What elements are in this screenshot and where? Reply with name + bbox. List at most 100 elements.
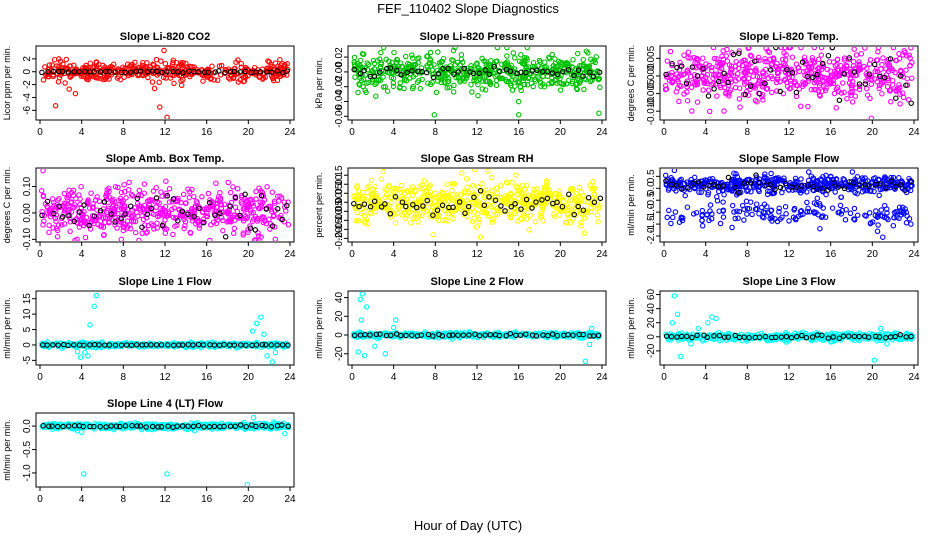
y-tick-label: 0.00 [22, 203, 33, 223]
data-point [842, 217, 849, 223]
data-point [374, 58, 381, 64]
data-point [85, 197, 91, 203]
data-point [897, 67, 904, 74]
data-point [587, 78, 594, 85]
outlier-point [52, 103, 59, 109]
hourly-mean-point [523, 331, 529, 337]
data-point [849, 169, 856, 175]
data-point [888, 65, 895, 72]
data-point [513, 172, 519, 178]
hourly-mean-point [533, 199, 539, 205]
data-point [596, 75, 603, 82]
data-point [399, 212, 405, 218]
data-point [191, 193, 197, 200]
hourly-mean-point [518, 206, 524, 212]
data-point [444, 85, 450, 91]
x-tick-label: 0 [37, 127, 43, 138]
data-point [368, 191, 374, 198]
data-point [804, 209, 810, 215]
data-point [763, 86, 770, 92]
data-point [509, 87, 516, 93]
data-point [872, 175, 878, 181]
data-point [531, 186, 537, 193]
data-point [712, 71, 719, 78]
data-point [473, 224, 480, 230]
data-point [136, 237, 142, 241]
data-point [561, 81, 567, 87]
data-point [205, 190, 212, 197]
data-point [773, 79, 780, 86]
data-point [410, 215, 417, 221]
data-point [834, 56, 841, 63]
data-point [707, 179, 713, 185]
data-point [493, 185, 500, 191]
hourly-mean-point [373, 331, 380, 338]
x-tick-label: 12 [783, 249, 795, 260]
hourly-mean-point [238, 342, 244, 348]
data-point [153, 56, 160, 63]
hourly-mean-point [200, 219, 207, 226]
data-point [853, 52, 860, 58]
data-layer [38, 169, 292, 241]
data-point [477, 234, 484, 240]
data-point [496, 207, 502, 214]
hourly-mean-point [580, 73, 586, 79]
data-point [699, 207, 706, 214]
data-point [170, 59, 176, 66]
hourly-mean-point [777, 88, 783, 95]
hourly-mean-point [690, 180, 697, 187]
data-point [583, 76, 589, 83]
outlier-point [380, 169, 387, 175]
hourly-mean-point [45, 69, 51, 75]
data-point [837, 202, 844, 209]
hourly-mean-point [154, 68, 160, 75]
data-point [139, 62, 146, 69]
data-point [517, 74, 524, 81]
hourly-mean-point [242, 191, 248, 198]
x-tick-label: 16 [825, 372, 837, 383]
hourly-mean-point [829, 47, 836, 51]
hourly-mean-point [103, 68, 109, 75]
data-point [194, 200, 200, 206]
data-point [746, 205, 753, 212]
y-axis-label: ml/min per min. [626, 174, 636, 236]
data-point [427, 49, 434, 56]
hourly-mean-point [595, 332, 602, 339]
data-point [782, 204, 789, 210]
data-point [710, 47, 717, 51]
outlier-point [93, 59, 100, 66]
hourly-mean-point [560, 68, 566, 75]
data-point [510, 50, 517, 56]
data-point [508, 82, 514, 89]
data-point [744, 84, 751, 90]
data-point [239, 192, 245, 199]
data-point [153, 184, 159, 191]
data-point [696, 189, 702, 195]
data-point [578, 219, 584, 226]
hourly-mean-point [65, 342, 71, 349]
hourly-mean-point [814, 71, 820, 78]
x-tick-label: 8 [745, 127, 751, 138]
data-point [491, 61, 498, 68]
data-point [768, 170, 774, 177]
data-point [384, 88, 391, 94]
data-point [685, 54, 691, 61]
x-tick-label: 12 [159, 127, 171, 138]
data-point [558, 63, 564, 69]
data-point [214, 77, 221, 84]
data-point [433, 212, 440, 219]
data-point [496, 75, 503, 81]
data-point [194, 218, 200, 225]
data-point [824, 66, 831, 73]
data-point [211, 77, 217, 83]
data-point [414, 79, 421, 85]
hourly-mean-point [897, 73, 904, 79]
data-point [728, 63, 735, 69]
data-point [733, 181, 740, 188]
hourly-mean-point [836, 97, 843, 104]
data-point [449, 57, 455, 63]
hourly-mean-point [410, 201, 416, 208]
hourly-mean-point [908, 178, 915, 185]
data-point [524, 57, 530, 63]
y-tick-label: 0.00 [334, 62, 345, 82]
